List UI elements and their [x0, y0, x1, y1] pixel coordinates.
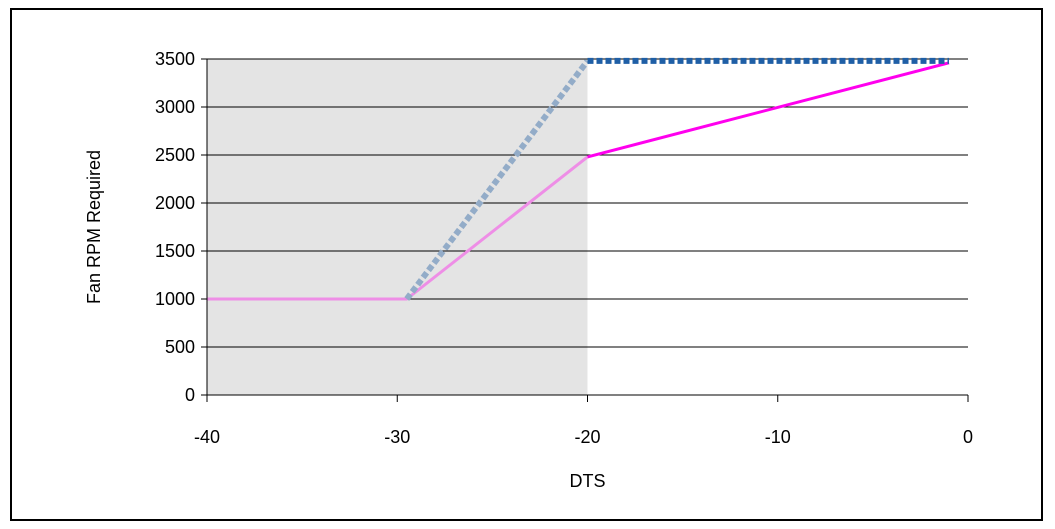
- series-1-segment-0: [404, 59, 590, 301]
- axes: [201, 58, 969, 402]
- y-tick-label-3: 1500: [155, 241, 195, 261]
- y-tick-label-5: 2500: [155, 145, 195, 165]
- y-axis-title: Fan RPM Required: [84, 150, 104, 304]
- x-tick-label-0: -40: [194, 427, 220, 447]
- series-0-segment-1: [587, 61, 950, 159]
- y-tick-label-7: 3500: [155, 49, 195, 69]
- y-tick-label-2: 1000: [155, 289, 195, 309]
- x-tick-label-4: 0: [963, 427, 973, 447]
- y-tick-label-0: 0: [185, 385, 195, 405]
- x-tick-label-3: -10: [765, 427, 791, 447]
- y-tick-label-1: 500: [165, 337, 195, 357]
- y-tick-label-6: 3000: [155, 97, 195, 117]
- shaded-region: [207, 59, 588, 395]
- series-layer: [207, 57, 950, 301]
- x-tick-label-2: -20: [574, 427, 600, 447]
- tick-labels: 0 500 1000 1500 2000 2500 3000 3500 -40 -30 -20 -10…: [155, 49, 973, 447]
- x-axis-title: DTS: [570, 471, 606, 491]
- y-tick-label-4: 2000: [155, 193, 195, 213]
- x-tick-label-1: -30: [384, 427, 410, 447]
